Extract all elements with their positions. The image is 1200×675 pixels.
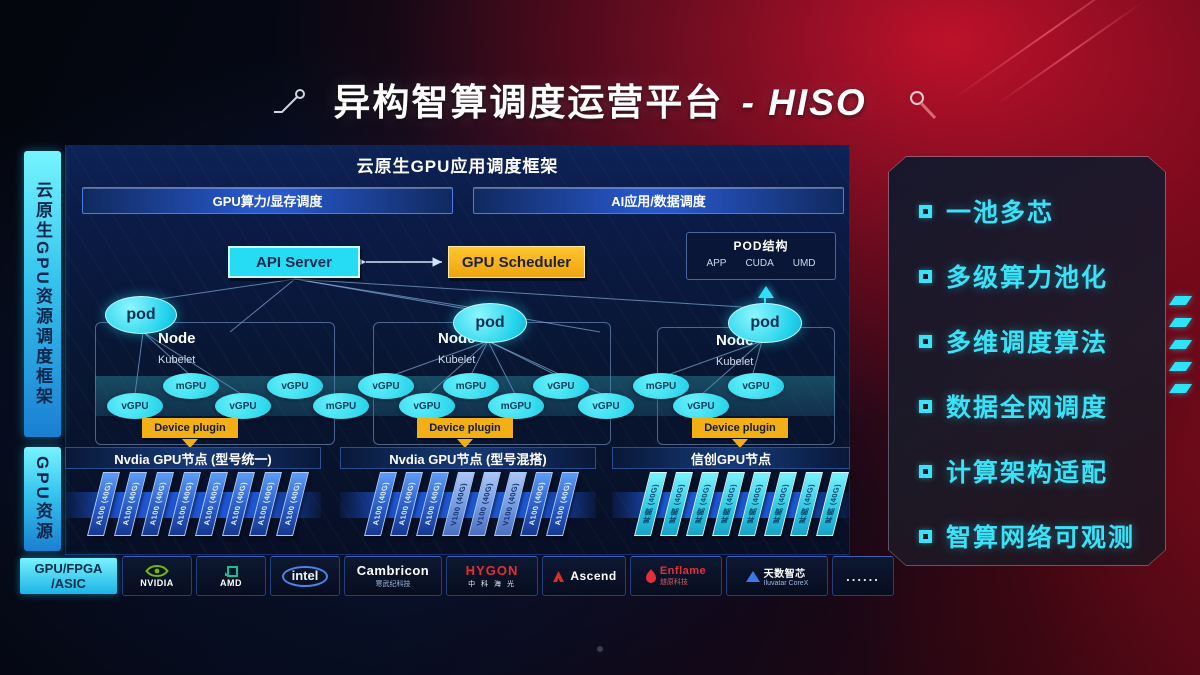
feature-item: 智算网络可观测 [919, 516, 1165, 556]
gpu-unit-ellipse: vGPU [533, 373, 589, 399]
down-arrow-icon [732, 439, 748, 448]
pod-to-podbox-arrow-icon [758, 286, 774, 298]
device-plugin-box-2: Device plugin [417, 418, 513, 438]
checkbox-icon [919, 465, 932, 478]
ascend-logo-icon [553, 570, 565, 582]
device-plugin-box-1: Device plugin [142, 418, 238, 438]
amd-arrow-icon [225, 566, 238, 577]
device-plugin-box-3: Device plugin [692, 418, 788, 438]
framework-bar-ai: AI应用/数据调度 [473, 187, 844, 214]
kubelet-label: Kubelet [438, 354, 476, 366]
checkbox-icon [919, 335, 932, 348]
sidebar-label-gpu-resource: GPU资源 [24, 447, 61, 551]
nvidia-eye-icon [145, 564, 169, 577]
down-arrow-icon [182, 439, 198, 448]
gpu-unit-ellipse: mGPU [163, 373, 219, 399]
pod-structure-item-cuda: CUDA [745, 258, 774, 269]
pod-ellipse: pod [728, 303, 802, 343]
feature-panel: 一池多芯 多级算力池化 多维调度算法 数据全网调度 计算架构适配 智算网络可观测 [888, 156, 1166, 566]
gpu-unit-ellipse: vGPU [578, 393, 634, 419]
gpu-unit-ellipse: mGPU [313, 393, 369, 419]
gpu-scheduler-box: GPU Scheduler [448, 246, 585, 278]
vendor-logo-row: NVIDIA AMD intel Cambricon 寒武纪科技 HYGON 中… [122, 556, 894, 596]
enflame-logo-tile: Enflame 燧原科技 [630, 556, 722, 596]
gpu-unit-ellipse: vGPU [267, 373, 323, 399]
gpu-unit-ellipse: mGPU [633, 373, 689, 399]
gpu-group-header-3: 信创GPU节点 [612, 447, 850, 469]
gpu-unit-ellipse: vGPU [728, 373, 784, 399]
node-label: Node [158, 330, 196, 347]
gpu-unit-ellipse: vGPU [358, 373, 414, 399]
gpu-fpga-asic-box: GPU/FPGA /ASIC [20, 558, 117, 594]
ascend-logo-tile: Ascend [542, 556, 626, 596]
feature-item: 一池多芯 [919, 191, 1165, 231]
nvidia-logo-tile: NVIDIA [122, 556, 192, 596]
pod-ellipse: pod [453, 303, 527, 343]
pod-structure-box: POD结构 APP CUDA UMD [686, 232, 836, 280]
iluvatar-logo-tile: 天数智芯 Iluvatar CoreX [726, 556, 828, 596]
flame-icon [645, 569, 656, 583]
pod-structure-title: POD结构 [733, 239, 789, 253]
intel-oval-icon: intel [281, 565, 329, 587]
hygon-logo-tile: HYGON 中 科 海 光 [446, 556, 538, 596]
checkbox-icon [919, 400, 932, 413]
gpu-unit-ellipse: mGPU [443, 373, 499, 399]
gpu-unit-ellipse: vGPU [673, 393, 729, 419]
gpu-unit-ellipse: vGPU [399, 393, 455, 419]
checkbox-icon [919, 205, 932, 218]
pod-structure-item-app: APP [706, 258, 727, 269]
feature-item: 多级算力池化 [919, 256, 1165, 296]
footer-mark [597, 646, 603, 652]
gpu-group-header-1: Nvdia GPU节点 (型号统一) [65, 447, 321, 469]
sidebar-label-cloud-native-gpu: 云原生GPU资源调度框架 [24, 151, 61, 437]
feature-item: 数据全网调度 [919, 386, 1165, 426]
api-server-box: API Server [228, 246, 360, 278]
gpu-unit-ellipse: mGPU [488, 393, 544, 419]
framework-header: 云原生GPU应用调度框架 [356, 157, 559, 176]
node-box-1: Node Kubelet [95, 322, 335, 445]
down-arrow-icon [457, 439, 473, 448]
more-vendors-tile: ...... [832, 556, 894, 596]
framework-bar-compute: GPU算力/显存调度 [82, 187, 453, 214]
feature-item: 计算架构适配 [919, 451, 1165, 491]
gpu-unit-ellipse: vGPU [107, 393, 163, 419]
feature-item: 多维调度算法 [919, 321, 1165, 361]
page-title: 异构智算调度运营平台 - HISO [0, 72, 1200, 126]
circuit-node-icon [274, 89, 305, 113]
magnifier-icon [910, 91, 937, 120]
pod-ellipse: pod [105, 296, 177, 334]
iluvatar-triangle-icon [745, 570, 760, 582]
intel-logo-tile: intel [270, 556, 340, 596]
gpu-unit-ellipse: vGPU [215, 393, 271, 419]
kubelet-label: Kubelet [716, 356, 754, 368]
checkbox-icon [919, 270, 932, 283]
amd-logo-tile: AMD [196, 556, 266, 596]
pod-structure-item-umd: UMD [792, 258, 816, 269]
kubelet-label: Kubelet [158, 354, 196, 366]
cambricon-logo-tile: Cambricon 寒武纪科技 [344, 556, 442, 596]
gpu-group-header-2: Nvdia GPU节点 (型号混搭) [340, 447, 596, 469]
checkbox-icon [919, 530, 932, 543]
page-title-en: - HISO [741, 82, 867, 123]
page-title-zh: 异构智算调度运营平台 [333, 82, 724, 123]
